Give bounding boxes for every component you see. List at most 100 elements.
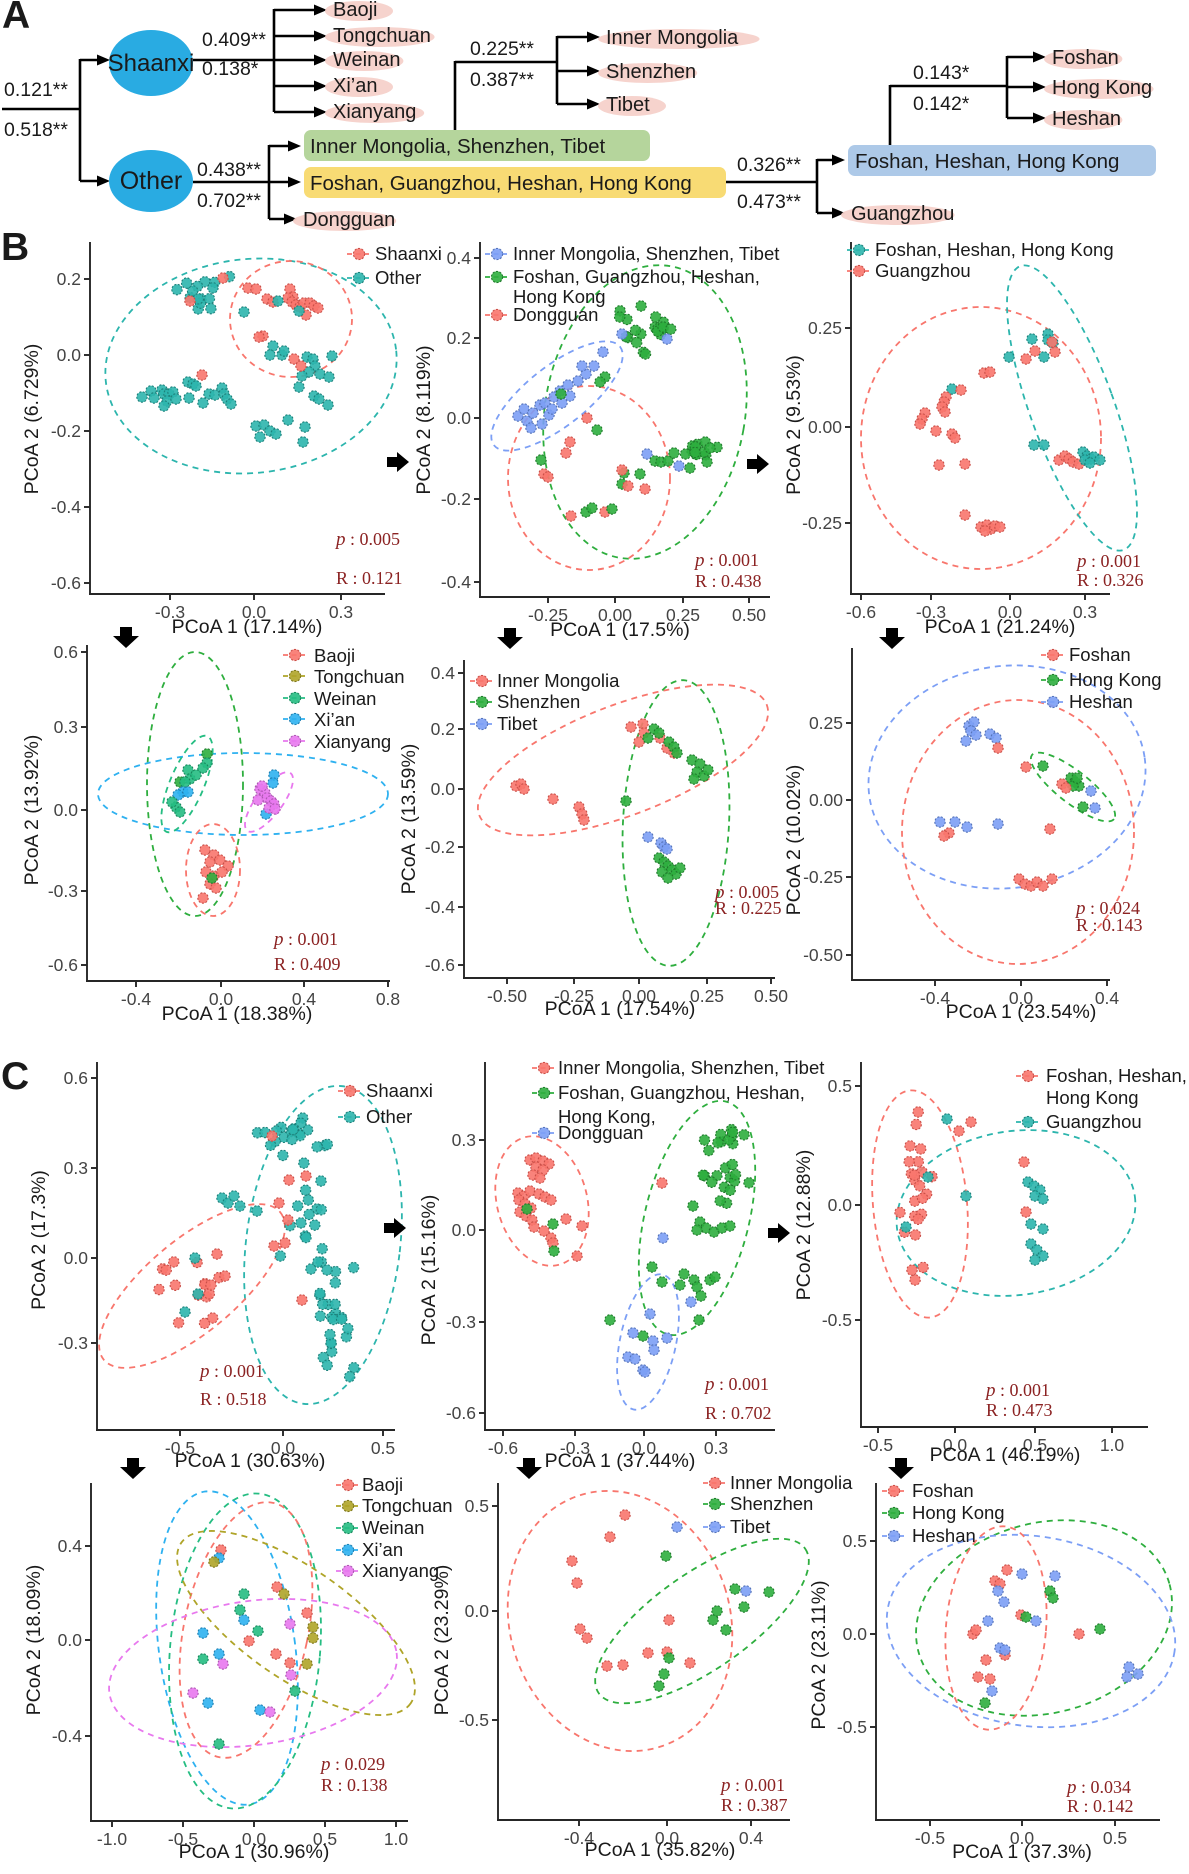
svg-text:Tibet: Tibet — [730, 1516, 770, 1537]
svg-text:0.6: 0.6 — [64, 1068, 88, 1088]
svg-text:Hong Kong: Hong Kong — [1052, 77, 1152, 99]
svg-text:0.0: 0.0 — [447, 408, 472, 428]
svg-text:R : 0.138: R : 0.138 — [321, 1775, 388, 1795]
svg-text:0.143*: 0.143* — [913, 62, 970, 84]
svg-text:0.4: 0.4 — [431, 663, 456, 683]
svg-text:-0.4: -0.4 — [920, 988, 950, 1008]
svg-text:0.142*: 0.142* — [913, 93, 970, 115]
svg-text:R : 0.142: R : 0.142 — [1067, 1796, 1134, 1816]
svg-text:0.3: 0.3 — [704, 1438, 728, 1458]
svg-text:Inner Mongolia, Shenzhen, Tibe: Inner Mongolia, Shenzhen, Tibet — [558, 1057, 824, 1078]
svg-text:Xi’an: Xi’an — [362, 1539, 403, 1560]
svg-text:0.0: 0.0 — [943, 1435, 968, 1455]
svg-text:0.0: 0.0 — [242, 1829, 267, 1849]
svg-text:0.25: 0.25 — [809, 713, 843, 733]
svg-text:Baoji: Baoji — [314, 645, 355, 666]
svg-text:-0.50: -0.50 — [803, 945, 843, 965]
svg-text:PCoA 1 (17.14%): PCoA 1 (17.14%) — [172, 616, 323, 638]
svg-text:Tongchuan: Tongchuan — [333, 25, 431, 47]
svg-text:-0.3: -0.3 — [155, 602, 185, 622]
svg-text:Shaanxi: Shaanxi — [108, 50, 195, 77]
svg-text:PCoA 2 (15.16%): PCoA 2 (15.16%) — [418, 1195, 440, 1346]
svg-text:PCoA 2 (18.09%): PCoA 2 (18.09%) — [23, 1565, 45, 1716]
svg-text:Inner Mongolia: Inner Mongolia — [730, 1472, 853, 1493]
svg-text:Foshan: Foshan — [912, 1480, 974, 1501]
svg-text:0.3: 0.3 — [54, 717, 78, 737]
svg-text:PCoA 1 (46.19%): PCoA 1 (46.19%) — [930, 1444, 1081, 1466]
svg-text:-0.3: -0.3 — [560, 1438, 590, 1458]
svg-text:R : 0.409: R : 0.409 — [274, 954, 341, 974]
svg-text:Guangzhou: Guangzhou — [1046, 1111, 1142, 1132]
svg-text:p : 0.005: p : 0.005 — [334, 529, 400, 550]
svg-text:Weinan: Weinan — [333, 49, 400, 71]
svg-text:p : 0.005: p : 0.005 — [713, 882, 779, 903]
svg-text:Dongguan: Dongguan — [303, 209, 395, 231]
svg-text:Weinan: Weinan — [362, 1517, 424, 1538]
svg-text:PCoA 2 (17.3%): PCoA 2 (17.3%) — [28, 1170, 50, 1310]
svg-text:-0.5: -0.5 — [168, 1829, 198, 1849]
svg-text:0.518**: 0.518** — [4, 119, 68, 141]
svg-text:0.5: 0.5 — [843, 1531, 867, 1551]
svg-text:Dongguan: Dongguan — [513, 304, 598, 325]
svg-text:Hong Kong: Hong Kong — [1046, 1087, 1139, 1108]
svg-text:Guangzhou: Guangzhou — [875, 260, 971, 281]
svg-text:Baoji: Baoji — [362, 1474, 403, 1495]
svg-text:0.50: 0.50 — [732, 605, 766, 625]
svg-text:0.3: 0.3 — [329, 602, 353, 622]
svg-text:-0.3: -0.3 — [58, 1333, 88, 1353]
svg-text:0.5: 0.5 — [465, 1496, 489, 1516]
svg-text:C: C — [1, 1055, 29, 1098]
svg-text:0.4: 0.4 — [1095, 988, 1120, 1008]
svg-text:0.0: 0.0 — [1010, 1828, 1035, 1848]
svg-text:PCoA 1 (37.3%): PCoA 1 (37.3%) — [952, 1841, 1092, 1863]
svg-text:0.0: 0.0 — [465, 1601, 490, 1621]
svg-text:0.00: 0.00 — [598, 605, 632, 625]
svg-text:p : 0.001: p : 0.001 — [719, 1775, 785, 1796]
svg-text:0.438**: 0.438** — [197, 159, 261, 181]
svg-text:0.3: 0.3 — [452, 1130, 476, 1150]
svg-text:Hong Kong,: Hong Kong, — [558, 1106, 656, 1127]
svg-text:PCoA 2 (6.729%): PCoA 2 (6.729%) — [21, 344, 43, 495]
svg-text:Dongguan: Dongguan — [558, 1122, 643, 1143]
svg-text:0.5: 0.5 — [1103, 1828, 1127, 1848]
svg-text:PCoA 2 (12.88%): PCoA 2 (12.88%) — [793, 1150, 815, 1301]
svg-text:0.409**: 0.409** — [202, 29, 266, 51]
svg-text:-0.3: -0.3 — [48, 881, 78, 901]
svg-text:0.3: 0.3 — [1073, 602, 1097, 622]
svg-text:Foshan, Heshan,: Foshan, Heshan, — [1046, 1065, 1187, 1086]
svg-text:-0.25: -0.25 — [802, 513, 842, 533]
svg-text:0.0: 0.0 — [64, 1248, 89, 1268]
svg-text:0.138*: 0.138* — [202, 58, 259, 80]
svg-text:Foshan, Guangzhou, Heshan, Hon: Foshan, Guangzhou, Heshan, Hong Kong — [310, 172, 692, 195]
svg-text:0.5: 0.5 — [1023, 1435, 1047, 1455]
svg-text:Inner Mongolia, Shenzhen, Tibe: Inner Mongolia, Shenzhen, Tibet — [513, 243, 779, 264]
svg-text:-0.5: -0.5 — [165, 1438, 195, 1458]
svg-text:0.0: 0.0 — [58, 1630, 83, 1650]
svg-text:0.702**: 0.702** — [197, 190, 261, 212]
svg-text:Heshan: Heshan — [912, 1525, 976, 1546]
svg-text:-0.5: -0.5 — [863, 1435, 893, 1455]
svg-text:-0.6: -0.6 — [846, 602, 876, 622]
svg-text:0.5: 0.5 — [828, 1076, 852, 1096]
svg-text:p : 0.001: p : 0.001 — [693, 550, 759, 571]
svg-text:Xianyang: Xianyang — [362, 1560, 439, 1581]
svg-text:Xianyang: Xianyang — [333, 101, 416, 123]
svg-text:Xianyang: Xianyang — [314, 731, 391, 752]
svg-text:PCoA 1 (30.96%): PCoA 1 (30.96%) — [179, 1841, 330, 1863]
svg-text:1.0: 1.0 — [1100, 1435, 1125, 1455]
svg-text:0.6: 0.6 — [54, 642, 78, 662]
svg-text:-0.6: -0.6 — [51, 573, 81, 593]
svg-text:0.2: 0.2 — [57, 269, 81, 289]
svg-text:-0.25: -0.25 — [554, 986, 594, 1006]
svg-text:Heshan: Heshan — [1052, 108, 1121, 130]
svg-text:0.4: 0.4 — [447, 248, 472, 268]
svg-text:p : 0.001: p : 0.001 — [703, 1374, 769, 1395]
svg-text:Other: Other — [366, 1106, 412, 1127]
svg-text:0.8: 0.8 — [376, 989, 400, 1009]
svg-text:-0.3: -0.3 — [446, 1312, 476, 1332]
svg-text:p : 0.001: p : 0.001 — [1075, 551, 1141, 572]
svg-text:0.0: 0.0 — [632, 1438, 657, 1458]
svg-text:Xi’an: Xi’an — [333, 75, 377, 97]
svg-text:p : 0.029: p : 0.029 — [319, 1754, 385, 1775]
svg-text:R : 0.702: R : 0.702 — [705, 1403, 772, 1423]
